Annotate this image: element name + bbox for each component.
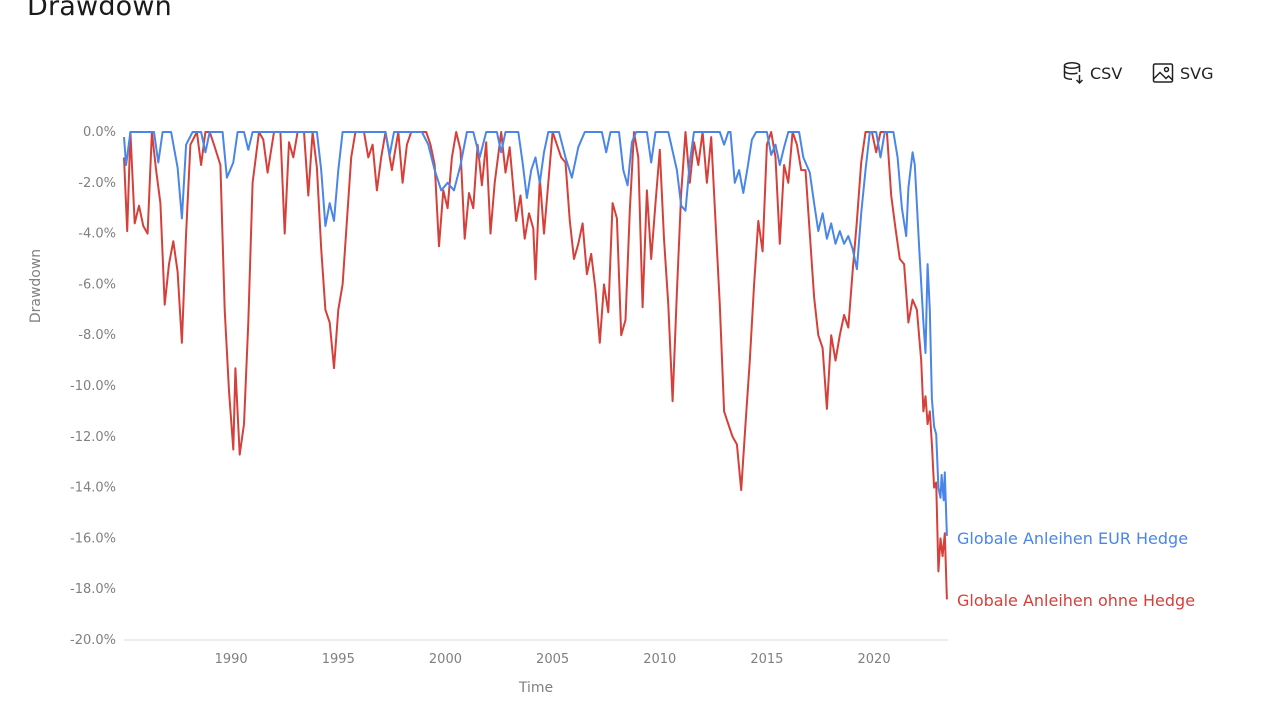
series-label: Globale Anleihen EUR Hedge <box>957 529 1188 548</box>
y-axis-ticks: 0.0% -2.0% -4.0% -6.0% -8.0% -10.0% -12.0% -14.… <box>70 125 116 648</box>
x-tick-label: 2020 <box>858 652 891 667</box>
y-tick-label: -2.0% <box>78 176 116 191</box>
database-download-icon <box>1063 61 1084 85</box>
x-tick-label: 2010 <box>643 652 676 667</box>
x-tick-label: 1995 <box>322 652 355 667</box>
y-tick-label: 0.0% <box>83 125 116 140</box>
x-tick-label: 2005 <box>536 652 569 667</box>
csv-export-button[interactable]: CSV <box>1062 61 1122 85</box>
series-line <box>123 131 948 600</box>
y-tick-label: -8.0% <box>78 328 116 343</box>
x-tick-label: 2000 <box>429 652 462 667</box>
chart-title: Drawdown <box>27 0 172 22</box>
y-tick-label: -18.0% <box>70 582 116 597</box>
series-line <box>123 131 948 536</box>
svg-export-button[interactable]: SVG <box>1152 61 1214 85</box>
y-axis-title: Drawdown <box>28 249 44 323</box>
x-axis-ticks: 1990 1995 2000 2005 2010 2015 2020 <box>215 652 891 667</box>
y-tick-label: -12.0% <box>70 430 116 445</box>
y-tick-label: -6.0% <box>78 277 116 292</box>
series-lines <box>123 131 948 600</box>
x-axis-title: Time <box>518 680 553 696</box>
image-icon <box>1152 63 1174 83</box>
x-tick-label: 1990 <box>215 652 248 667</box>
y-tick-label: -16.0% <box>70 531 116 546</box>
y-tick-label: -10.0% <box>70 379 116 394</box>
csv-label: CSV <box>1090 63 1123 83</box>
y-tick-label: -14.0% <box>70 481 116 496</box>
x-tick-label: 2015 <box>750 652 783 667</box>
svg-label: SVG <box>1180 63 1214 83</box>
y-tick-label: -20.0% <box>70 633 116 648</box>
y-tick-label: -4.0% <box>78 227 116 242</box>
series-labels: Globale Anleihen EUR Hedge Globale Anleih… <box>957 529 1195 610</box>
series-label: Globale Anleihen ohne Hedge <box>957 591 1195 610</box>
